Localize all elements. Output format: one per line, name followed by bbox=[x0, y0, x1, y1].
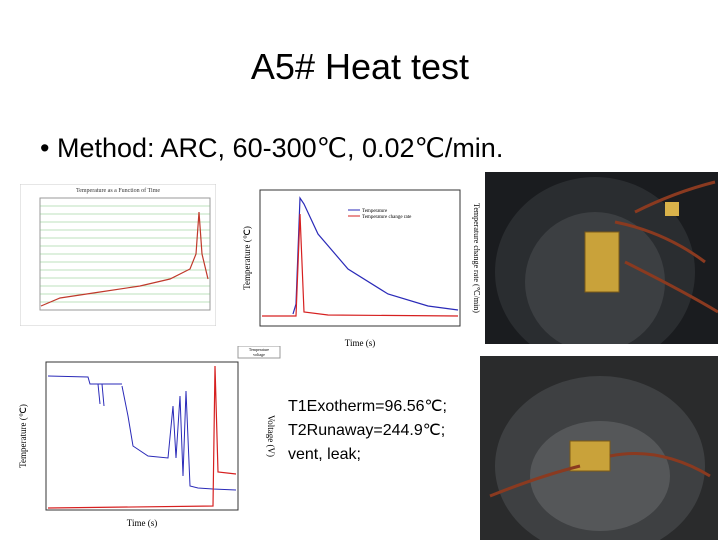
y2-axis-label: Temperature change rate (℃/min) bbox=[472, 203, 481, 313]
legend-label: voltage bbox=[253, 352, 265, 357]
note-line: T2Runaway=244.9℃; bbox=[288, 422, 446, 439]
note: T1Exotherm=96.56℃; T2Runaway=244.9℃; ven… bbox=[288, 395, 447, 467]
slide-title: A5# Heat test bbox=[250, 46, 470, 87]
bullet: • Method: ARC, 60-300℃, 0.02℃/min. bbox=[40, 133, 504, 163]
figure-temperature-voltage: Temperature voltage Temperature (℃) Volt… bbox=[18, 346, 281, 528]
photo-chamber-bottom bbox=[480, 356, 718, 540]
plot-area bbox=[45, 361, 239, 511]
bullet-text: Method: ARC, 60-300℃, 0.02℃/min. bbox=[56, 133, 504, 163]
note-line: vent, leak; bbox=[288, 446, 361, 463]
plot-area bbox=[259, 189, 461, 327]
temperature-curve bbox=[40, 211, 209, 307]
legend-label: Temperature change rate bbox=[362, 215, 412, 220]
note-line: T1Exotherm=96.56℃; bbox=[288, 398, 447, 415]
rate-curve bbox=[262, 213, 459, 317]
x-axis-label: Time (s) bbox=[127, 518, 157, 528]
figure-title: Temperature as a Function of Time bbox=[76, 187, 160, 194]
grid bbox=[40, 205, 210, 303]
legend-label: Temperature bbox=[362, 209, 388, 214]
figure-temperature-rate: Temperature Temperature change rate Temp… bbox=[242, 189, 481, 348]
figure-temperature-time: Temperature as a Function of Time bbox=[20, 184, 216, 326]
photo-chamber-top bbox=[485, 172, 718, 344]
y-axis-label: Temperature (℃) bbox=[242, 226, 252, 290]
voltage-curve bbox=[47, 365, 237, 509]
y2-axis-label: Voltage (V) bbox=[266, 415, 276, 457]
legend-label: Temperature bbox=[249, 347, 269, 352]
x-axis-label: Time (s) bbox=[345, 338, 375, 348]
temperature-curve bbox=[47, 375, 237, 491]
legend-box bbox=[237, 346, 281, 359]
y-axis-label: Temperature (℃) bbox=[18, 404, 28, 468]
